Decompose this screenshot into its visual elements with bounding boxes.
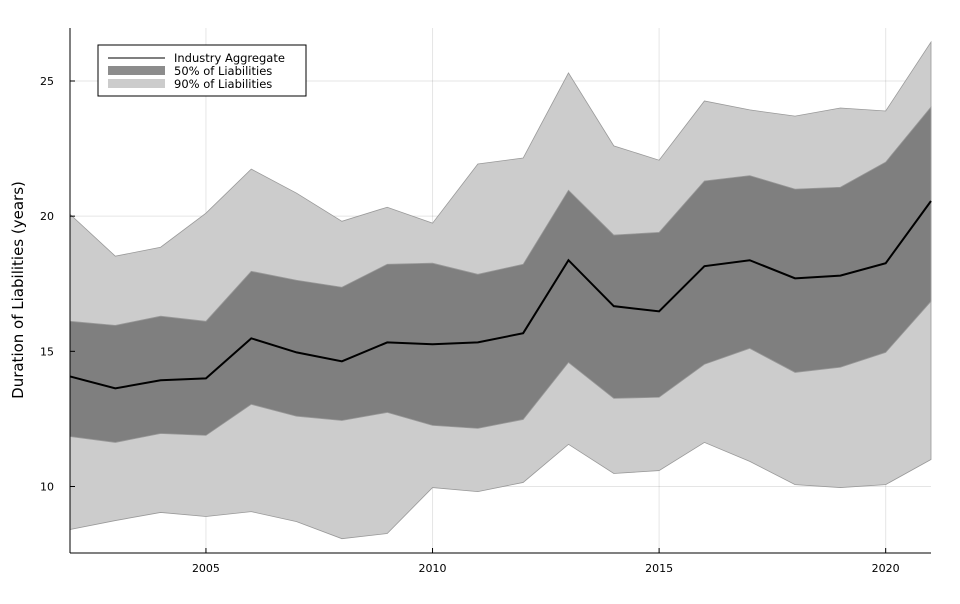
x-tick-label: 2010 xyxy=(419,562,447,575)
legend-label-50: 50% of Liabilities xyxy=(174,64,272,78)
bands xyxy=(69,40,932,540)
y-tick-label: 20 xyxy=(40,210,54,223)
legend-swatch-50 xyxy=(108,66,165,75)
legend-swatch-90 xyxy=(108,79,165,88)
lines xyxy=(69,200,932,390)
axes: 2005 2010 2015 2020 10 15 20 25 xyxy=(40,28,931,575)
x-tick-label: 2020 xyxy=(872,562,900,575)
legend-label-90: 90% of Liabilities xyxy=(174,77,272,91)
legend-label-aggregate: Industry Aggregate xyxy=(174,51,285,65)
x-tick-label: 2015 xyxy=(645,562,673,575)
x-tick-label: 2005 xyxy=(192,562,220,575)
y-tick-label: 15 xyxy=(40,345,54,358)
y-axis-label: Duration of Liabilities (years) xyxy=(9,181,27,399)
line-industry-aggregate xyxy=(69,200,932,390)
y-tick-label: 25 xyxy=(40,75,54,88)
y-tick-label: 10 xyxy=(40,480,54,493)
legend: Industry Aggregate 50% of Liabilities 90… xyxy=(97,44,307,97)
band-50-of-liabilities xyxy=(69,105,932,443)
